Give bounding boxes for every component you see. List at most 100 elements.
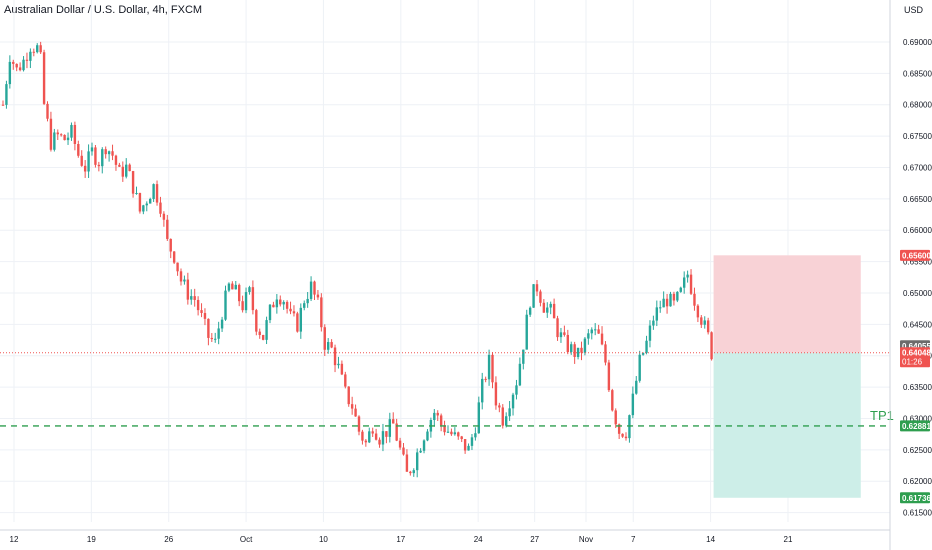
candle-body xyxy=(621,433,624,437)
candle-body xyxy=(309,281,313,299)
candle-body xyxy=(83,165,87,172)
candle-body xyxy=(412,470,415,474)
candle-body xyxy=(357,416,361,432)
candle-body xyxy=(22,59,25,71)
candle-body xyxy=(381,431,385,445)
candle-body xyxy=(101,149,104,167)
candle-body xyxy=(299,307,303,332)
candle-body xyxy=(172,251,176,263)
candle-body xyxy=(682,277,686,288)
y-tick-label: 0.69000 xyxy=(903,38,932,47)
candle-body xyxy=(94,147,97,165)
candle-body xyxy=(415,452,419,471)
candle-body xyxy=(234,284,237,290)
candle-body xyxy=(566,334,570,353)
candle-body xyxy=(494,382,498,406)
x-tick-label: 19 xyxy=(87,535,96,544)
candle-body xyxy=(29,51,32,61)
x-tick-label: 26 xyxy=(164,535,173,544)
candle-body xyxy=(436,412,439,416)
candle-body xyxy=(255,310,258,332)
candle-body xyxy=(49,118,53,150)
candle-body xyxy=(611,390,614,411)
price-unit-label: USD xyxy=(904,5,924,15)
candle-body xyxy=(378,439,381,445)
candle-body xyxy=(676,291,679,301)
candle-body xyxy=(614,410,617,425)
candle-body xyxy=(241,301,244,311)
candle-body xyxy=(463,439,467,451)
candle-body xyxy=(179,271,183,282)
candle-body xyxy=(289,308,292,312)
tp-price-tag-text: 0.62881 xyxy=(902,422,931,431)
candle-body xyxy=(200,310,203,314)
candle-body xyxy=(528,307,532,315)
candle-body xyxy=(261,334,265,340)
x-tick-label: Oct xyxy=(240,535,253,544)
candle-body xyxy=(111,151,114,156)
candle-body xyxy=(392,419,395,424)
y-tick-label: 0.66500 xyxy=(903,195,932,204)
candle-body xyxy=(285,301,289,309)
candle-body xyxy=(559,332,563,338)
candle-body xyxy=(570,344,573,353)
candle-body xyxy=(32,51,36,53)
candle-body xyxy=(450,431,453,435)
candle-body xyxy=(648,325,652,341)
candle-body xyxy=(104,149,107,155)
candle-body xyxy=(522,349,525,364)
candle-body xyxy=(498,405,501,408)
candle-body xyxy=(426,431,429,441)
stop-loss-zone xyxy=(713,255,861,353)
candle-body xyxy=(388,419,392,437)
candle-body xyxy=(282,301,285,305)
candle-body xyxy=(36,45,39,53)
candle-body xyxy=(25,59,29,61)
candle-body xyxy=(689,274,693,294)
candle-body xyxy=(121,166,125,177)
candle-body xyxy=(361,431,364,441)
candle-body xyxy=(275,299,279,308)
candle-body xyxy=(18,67,22,71)
x-tick-label: 12 xyxy=(10,535,19,544)
candle-body xyxy=(323,327,326,350)
candle-body xyxy=(672,293,676,301)
x-tick-label: Nov xyxy=(579,535,593,544)
y-tick-label: 0.65000 xyxy=(903,289,932,298)
candle-body xyxy=(258,331,261,335)
candle-body xyxy=(155,184,159,203)
candle-body xyxy=(645,340,648,353)
candle-body xyxy=(231,283,234,290)
candle-body xyxy=(296,313,299,332)
candle-body xyxy=(631,393,635,416)
candle-body xyxy=(439,415,443,426)
y-tick-label: 0.64500 xyxy=(903,320,932,329)
candle-body xyxy=(368,431,371,443)
stop-price-tag xyxy=(900,249,930,261)
candle-body xyxy=(470,437,474,446)
candle-body xyxy=(477,402,481,434)
candle-body xyxy=(511,394,515,409)
candle-body xyxy=(354,408,357,417)
candle-body xyxy=(169,238,172,252)
candle-body xyxy=(46,103,49,119)
tp1-label: TP1 xyxy=(870,408,894,423)
x-tick-label: 27 xyxy=(530,535,539,544)
candle-body xyxy=(374,433,378,440)
candle-body xyxy=(405,454,409,472)
y-tick-label: 0.68000 xyxy=(903,101,932,110)
candle-body xyxy=(573,344,576,357)
last-close-tag-text: 0.64055 xyxy=(902,342,931,351)
candle-body xyxy=(128,164,131,172)
candle-body xyxy=(419,450,422,453)
y-tick-label: 0.63000 xyxy=(903,414,932,423)
candle-body xyxy=(491,354,494,383)
candle-body xyxy=(183,279,186,282)
candle-body xyxy=(525,314,528,350)
candle-body xyxy=(395,423,398,441)
candle-body xyxy=(679,287,682,292)
candle-body xyxy=(265,320,268,340)
candle-body xyxy=(142,205,145,212)
candle-body xyxy=(364,440,368,443)
